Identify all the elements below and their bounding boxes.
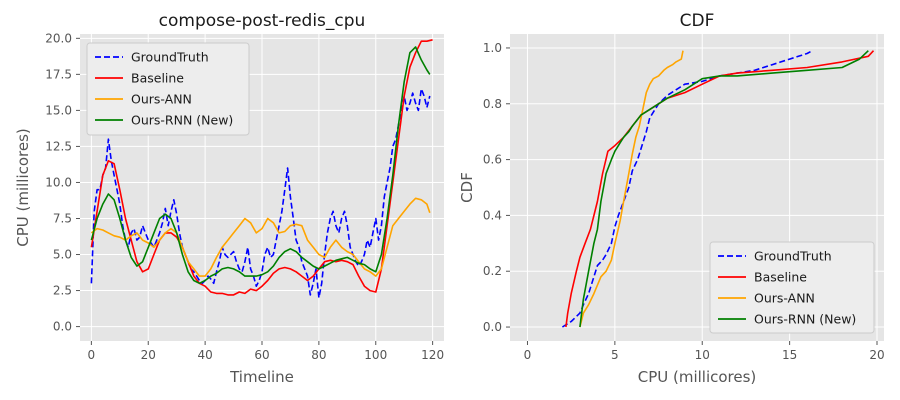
legend-entry-label: Baseline [131,71,184,86]
series-line-ours-rnn-new [579,50,869,328]
y-tick-label: 0.0 [53,320,72,334]
series-line-ours-rnn-new [90,46,431,285]
y-tick-label: 0.2 [483,264,502,278]
y-tick-label: 0.8 [483,97,502,111]
y-tick-label: 7.5 [53,211,72,225]
chart-title: CDF [680,11,715,31]
legend-entry-label: Baseline [754,270,807,285]
y-tick-label: 12.5 [45,139,72,153]
axis-ticks: 0 20 40 60 80 100 120 0.0 2.5 5.0 7.5 10.0 12.5 15.0 1… [45,31,444,362]
x-tick-label: 100 [364,348,387,362]
y-tick-label: 17.5 [45,67,72,81]
x-axis-label: CPU (millicores) [638,368,757,386]
legend-frame [86,42,250,136]
x-tick-label: 0 [88,348,96,362]
legend: GroundTruth Baseline Ours-ANN Ours-RNN (New… [709,241,875,334]
x-axis-label: Timeline [229,368,294,386]
legend-entry-label: Ours-RNN (New) [131,113,233,128]
series-line-groundtruth [90,88,431,299]
legend-entry-label: Ours-RNN (New) [754,312,856,327]
legend-entry-label: GroundTruth [131,50,209,65]
series-group [90,39,433,299]
y-tick-label: 0.0 [483,320,502,334]
legend-entry-label: GroundTruth [754,249,832,264]
series-line-baseline [90,39,433,296]
x-tick-label: 80 [311,348,326,362]
x-tick-label: 5 [611,348,619,362]
y-tick-label: 2.5 [53,284,72,298]
y-axis-label: CDF [458,172,476,203]
x-tick-label: 40 [197,348,212,362]
y-tick-label: 15.0 [45,103,72,117]
legend: GroundTruth Baseline Ours-ANN Ours-RNN (New… [86,42,250,136]
y-tick-label: 0.4 [483,208,502,222]
x-tick-label: 10 [695,348,710,362]
x-tick-label: 120 [421,348,444,362]
x-tick-label: 15 [782,348,797,362]
legend-entry-label: Ours-ANN [131,92,192,107]
legend-entry-label: Ours-ANN [754,291,815,306]
x-tick-label: 20 [141,348,156,362]
grid [510,34,884,341]
legend-frame [709,241,875,334]
chart-right: 0 5 10 15 20 0.0 0.2 0.4 0.6 0.8 1.0 CDF CPU (mill… [458,11,885,386]
x-tick-label: 0 [524,348,532,362]
x-tick-label: 60 [254,348,269,362]
axis-ticks: 0 5 10 15 20 0.0 0.2 0.4 0.6 0.8 1.0 [483,41,885,362]
y-tick-label: 10.0 [45,175,72,189]
series-line-ours-ann [90,197,431,277]
series-group [561,49,875,328]
x-tick-label: 20 [869,348,884,362]
y-axis-label: CPU (millicores) [14,128,32,247]
y-tick-label: 20.0 [45,31,72,45]
y-tick-label: 0.6 [483,153,502,167]
chart-left: 0 20 40 60 80 100 120 0.0 2.5 5.0 7.5 10.0 12.5 15.0 1… [14,11,444,386]
chart-title: compose-post-redis_cpu [159,11,366,31]
y-tick-label: 1.0 [483,41,502,55]
series-line-ours-ann [579,50,684,328]
y-tick-label: 5.0 [53,248,72,262]
